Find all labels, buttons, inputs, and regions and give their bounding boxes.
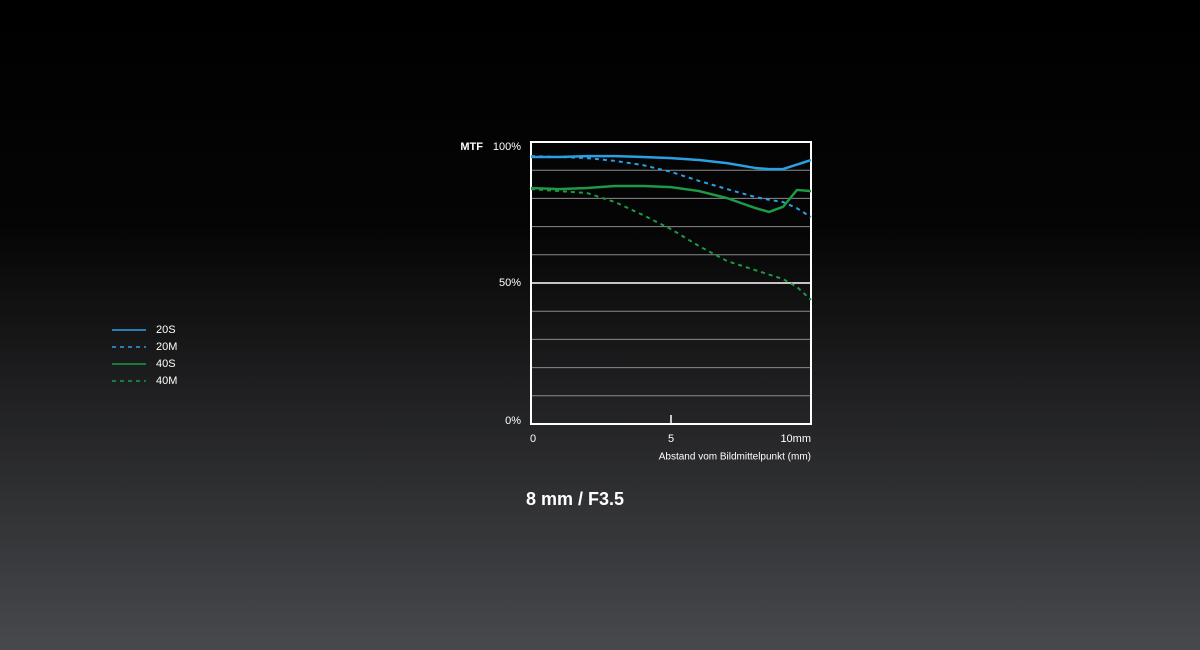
chart-title: 8 mm / F3.5 bbox=[526, 489, 624, 509]
y-tick-label: 0% bbox=[505, 415, 521, 427]
plot-frame bbox=[530, 141, 812, 425]
legend-label: 20S bbox=[156, 324, 176, 336]
y-tick-label: 50% bbox=[499, 277, 521, 289]
x-tick-label: 5 bbox=[668, 433, 674, 445]
series-line bbox=[530, 184, 812, 214]
y-axis-label: MTF bbox=[460, 141, 483, 153]
legend-label: 40M bbox=[156, 375, 177, 387]
x-tick-label: 10mm bbox=[780, 433, 811, 445]
series-line bbox=[530, 155, 812, 218]
y-tick-label: 100% bbox=[493, 141, 521, 153]
series-line bbox=[531, 154, 812, 171]
x-tick-label: 0 bbox=[530, 433, 536, 445]
series-line bbox=[530, 188, 812, 301]
legend-label: 20M bbox=[156, 341, 177, 353]
x-axis-label: Abstand vom Bildmittelpunkt (mm) bbox=[659, 452, 811, 463]
legend-label: 40S bbox=[156, 358, 176, 370]
